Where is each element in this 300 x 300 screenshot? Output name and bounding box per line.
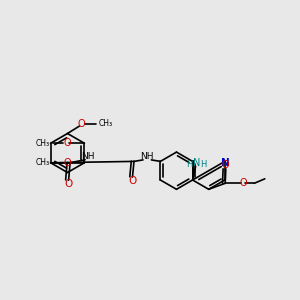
Text: H: H bbox=[186, 160, 193, 169]
Text: O: O bbox=[77, 118, 85, 129]
Text: O: O bbox=[64, 179, 72, 189]
Text: NH: NH bbox=[140, 152, 154, 161]
Text: NH: NH bbox=[81, 152, 94, 161]
Text: CH₃: CH₃ bbox=[36, 139, 50, 148]
Text: O: O bbox=[239, 178, 247, 188]
Text: N: N bbox=[221, 158, 230, 168]
Text: O: O bbox=[222, 160, 230, 170]
Text: O: O bbox=[64, 158, 71, 168]
Text: N: N bbox=[193, 158, 200, 169]
Text: O: O bbox=[128, 176, 136, 186]
Text: H: H bbox=[200, 160, 207, 169]
Text: CH₃: CH₃ bbox=[99, 119, 113, 128]
Text: O: O bbox=[64, 138, 71, 148]
Text: CH₃: CH₃ bbox=[36, 158, 50, 167]
